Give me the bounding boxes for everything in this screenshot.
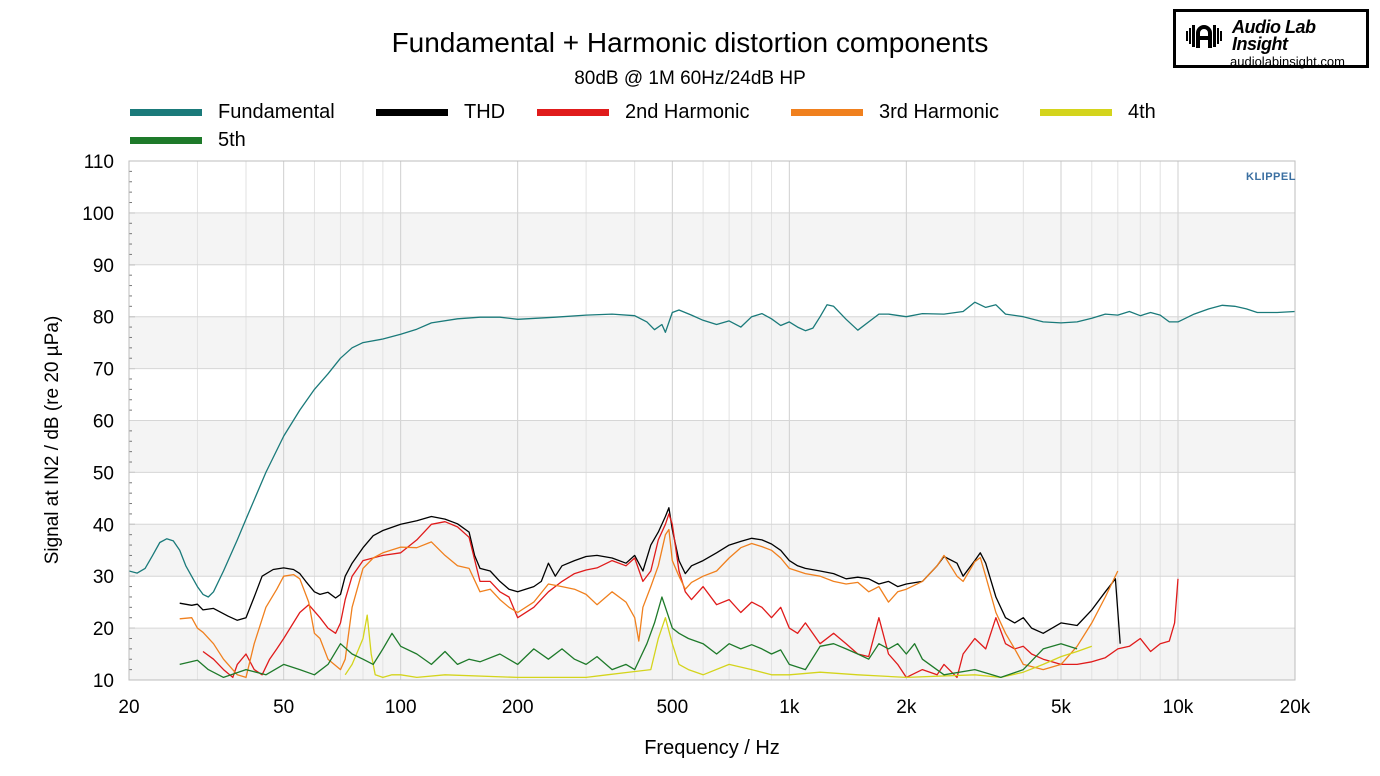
plot-band bbox=[129, 212, 1295, 265]
x-tick-label: 50 bbox=[273, 697, 294, 718]
series-line-3rd-harmonic bbox=[179, 528, 1119, 679]
legend-swatch-2nd-harmonic bbox=[537, 108, 609, 116]
klippel-watermark: KLIPPEL bbox=[1246, 171, 1296, 183]
x-axis-label: Frequency / Hz bbox=[644, 737, 780, 759]
plot-band bbox=[129, 368, 1295, 421]
legend-swatch-3rd-harmonic bbox=[791, 108, 863, 116]
legend-label-4th: 4th bbox=[1128, 100, 1156, 123]
x-tick-label: 500 bbox=[656, 697, 688, 718]
series-line-thd bbox=[179, 507, 1121, 644]
y-tick-label: 110 bbox=[84, 152, 114, 173]
series-line-4th bbox=[344, 614, 1093, 679]
logo-url: audiolabinsight.com bbox=[1230, 54, 1345, 69]
series-line-5th bbox=[179, 596, 1078, 679]
y-tick-label: 60 bbox=[93, 412, 114, 433]
y-tick-label: 30 bbox=[93, 567, 114, 588]
x-tick-label: 20 bbox=[118, 697, 139, 718]
legend-item-fundamental: Fundamental bbox=[130, 100, 335, 124]
x-tick-label: 1k bbox=[779, 697, 800, 718]
plot-band bbox=[129, 264, 1295, 317]
x-tick-label: 100 bbox=[385, 697, 417, 718]
logo-name: Audio Lab Insight bbox=[1232, 17, 1316, 54]
series-line-fundamental bbox=[129, 301, 1295, 598]
y-axis-label: Signal at IN2 / dB (re 20 µPa) bbox=[42, 315, 63, 565]
chart-title: Fundamental + Harmonic distortion compon… bbox=[391, 27, 989, 58]
x-tick-label: 20k bbox=[1280, 697, 1311, 718]
plot-band bbox=[129, 420, 1295, 473]
legend-label-3rd-harmonic: 3rd Harmonic bbox=[879, 100, 1000, 123]
legend-item-2nd-harmonic: 2nd Harmonic bbox=[537, 100, 750, 124]
series-line-2nd-harmonic bbox=[202, 513, 1179, 679]
legend-label-thd: THD bbox=[464, 100, 506, 123]
headphones-icon bbox=[1186, 25, 1222, 48]
y-tick-label: 90 bbox=[93, 256, 114, 277]
y-tick-label: 100 bbox=[82, 204, 114, 225]
plot-band bbox=[129, 524, 1295, 577]
legend-item-4th: 4th bbox=[1040, 100, 1156, 124]
legend-item-3rd-harmonic: 3rd Harmonic bbox=[791, 100, 999, 124]
plot-series bbox=[129, 301, 1295, 679]
plot-band bbox=[129, 472, 1295, 525]
x-tick-label: 200 bbox=[502, 697, 534, 718]
chart-subtitle: 80dB @ 1M 60Hz/24dB HP bbox=[574, 68, 806, 89]
legend-swatch-5th bbox=[130, 136, 202, 144]
legend-swatch-fundamental bbox=[130, 108, 202, 116]
plot-band bbox=[129, 316, 1295, 369]
plot-axes bbox=[128, 160, 1296, 681]
x-tick-label: 10k bbox=[1163, 697, 1194, 718]
legend-label-5th: 5th bbox=[218, 128, 246, 151]
plot-bands bbox=[129, 161, 1295, 680]
y-tick-label: 40 bbox=[93, 515, 114, 536]
legend-item-thd: THD bbox=[376, 100, 505, 124]
y-tick-label: 80 bbox=[93, 308, 114, 329]
legend-swatch-4th bbox=[1040, 108, 1112, 116]
plot-frame bbox=[128, 160, 1296, 681]
audio-lab-insight-logo: Audio Lab Insight audiolabinsight.com bbox=[1173, 9, 1369, 68]
x-tick-label: 2k bbox=[896, 697, 917, 718]
y-tick-label: 10 bbox=[93, 671, 114, 692]
plot-band bbox=[129, 161, 1295, 213]
y-tick-label: 20 bbox=[93, 619, 114, 640]
legend-label-2nd-harmonic: 2nd Harmonic bbox=[625, 100, 750, 123]
legend-label-fundamental: Fundamental bbox=[218, 100, 335, 123]
legend-item-5th: 5th bbox=[130, 128, 246, 152]
legend-swatch-thd bbox=[376, 108, 448, 116]
plot-band bbox=[129, 576, 1295, 629]
y-tick-label: 70 bbox=[93, 360, 114, 381]
y-tick-label: 50 bbox=[93, 463, 114, 484]
x-tick-label: 5k bbox=[1051, 697, 1072, 718]
